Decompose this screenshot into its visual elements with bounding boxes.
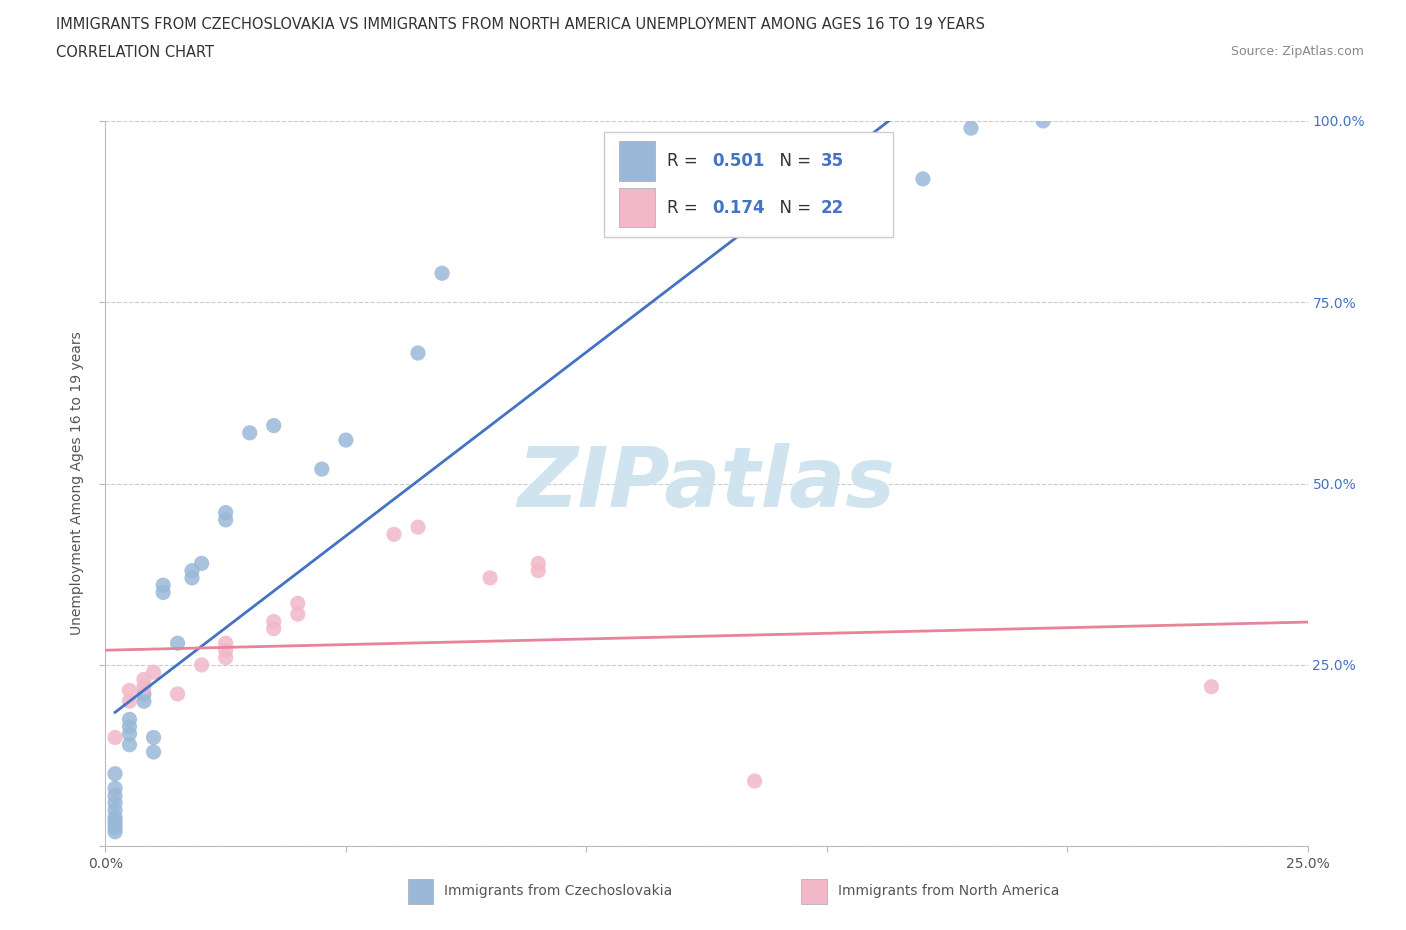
Point [104,821,127,836]
Point [104,824,127,839]
Point [132,679,155,694]
Point [1201,679,1223,694]
Point [104,803,127,817]
Point [132,672,155,687]
Point [118,683,141,698]
Point [311,461,333,476]
Point [479,570,502,585]
Point [911,171,934,186]
FancyBboxPatch shape [619,141,655,181]
Point [118,719,141,734]
Text: 0.501: 0.501 [713,153,765,170]
Point [214,512,236,527]
Point [287,596,309,611]
Text: N =: N = [769,198,817,217]
Point [214,650,236,665]
Point [132,694,155,709]
Point [214,505,236,520]
Point [527,556,550,571]
Text: IMMIGRANTS FROM CZECHOSLOVAKIA VS IMMIGRANTS FROM NORTH AMERICA UNEMPLOYMENT AMO: IMMIGRANTS FROM CZECHOSLOVAKIA VS IMMIGR… [56,17,986,32]
FancyBboxPatch shape [605,132,893,237]
Point [104,788,127,803]
Point [430,266,453,281]
Point [118,694,141,709]
Point [118,737,141,752]
FancyBboxPatch shape [619,188,655,228]
Point [406,346,429,361]
Text: 0.174: 0.174 [713,198,765,217]
Point [406,520,429,535]
Text: R =: R = [666,198,703,217]
Text: 35: 35 [821,153,844,170]
Point [263,418,285,433]
Text: Source: ZipAtlas.com: Source: ZipAtlas.com [1230,45,1364,58]
Point [104,795,127,810]
Point [263,621,285,636]
Text: 22: 22 [821,198,844,217]
Point [190,556,212,571]
Point [142,745,165,760]
Text: Immigrants from North America: Immigrants from North America [838,884,1059,898]
Point [142,730,165,745]
Point [104,814,127,829]
Point [239,425,262,440]
Text: CORRELATION CHART: CORRELATION CHART [56,45,214,60]
Point [118,726,141,741]
Point [152,585,174,600]
Text: N =: N = [769,153,817,170]
Point [104,817,127,832]
Point [190,658,212,672]
Text: Immigrants from Czechoslovakia: Immigrants from Czechoslovakia [444,884,672,898]
Point [142,665,165,680]
FancyBboxPatch shape [408,879,433,904]
Point [118,712,141,727]
Point [181,564,204,578]
Point [960,121,983,136]
Point [166,686,188,701]
Point [263,614,285,629]
Text: ZIPatlas: ZIPatlas [517,443,896,525]
Point [132,686,155,701]
Text: R =: R = [666,153,703,170]
Point [104,781,127,796]
Point [527,564,550,578]
Point [181,570,204,585]
Point [287,606,309,621]
FancyBboxPatch shape [801,879,827,904]
Point [1032,113,1054,128]
Point [104,810,127,825]
Point [166,636,188,651]
Y-axis label: Unemployment Among Ages 16 to 19 years: Unemployment Among Ages 16 to 19 years [70,332,84,635]
Point [104,730,127,745]
Point [214,636,236,651]
Point [104,766,127,781]
Point [382,527,405,542]
Point [335,432,357,447]
Point [744,774,766,789]
Point [152,578,174,592]
Point [214,643,236,658]
